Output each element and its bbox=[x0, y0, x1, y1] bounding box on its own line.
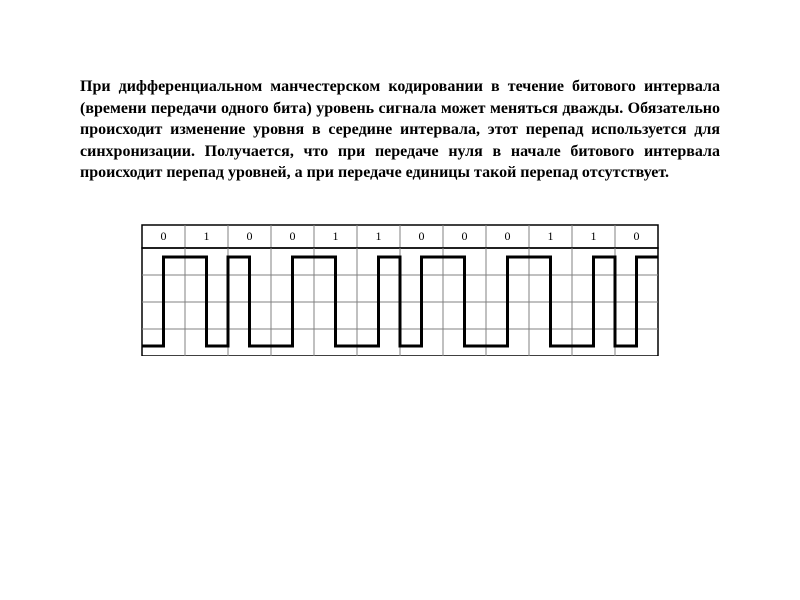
description-paragraph: При дифференциальном манчестерском кодир… bbox=[80, 76, 720, 184]
bit-label: 1 bbox=[204, 229, 210, 243]
bit-label: 0 bbox=[161, 229, 167, 243]
timing-diagram-container: 0 1 0 0 1 1 0 0 0 1 1 0 bbox=[80, 224, 720, 356]
timing-diagram: 0 1 0 0 1 1 0 0 0 1 1 0 bbox=[140, 224, 660, 356]
bit-label: 0 bbox=[419, 229, 425, 243]
bit-label: 1 bbox=[376, 229, 382, 243]
bit-label: 0 bbox=[247, 229, 253, 243]
bit-label: 0 bbox=[462, 229, 468, 243]
bit-label: 1 bbox=[548, 229, 554, 243]
bit-label: 1 bbox=[333, 229, 339, 243]
bit-label: 1 bbox=[591, 229, 597, 243]
page: При дифференциальном манчестерском кодир… bbox=[0, 0, 800, 396]
bit-label: 0 bbox=[634, 229, 640, 243]
bit-label: 0 bbox=[290, 229, 296, 243]
bit-label: 0 bbox=[505, 229, 511, 243]
